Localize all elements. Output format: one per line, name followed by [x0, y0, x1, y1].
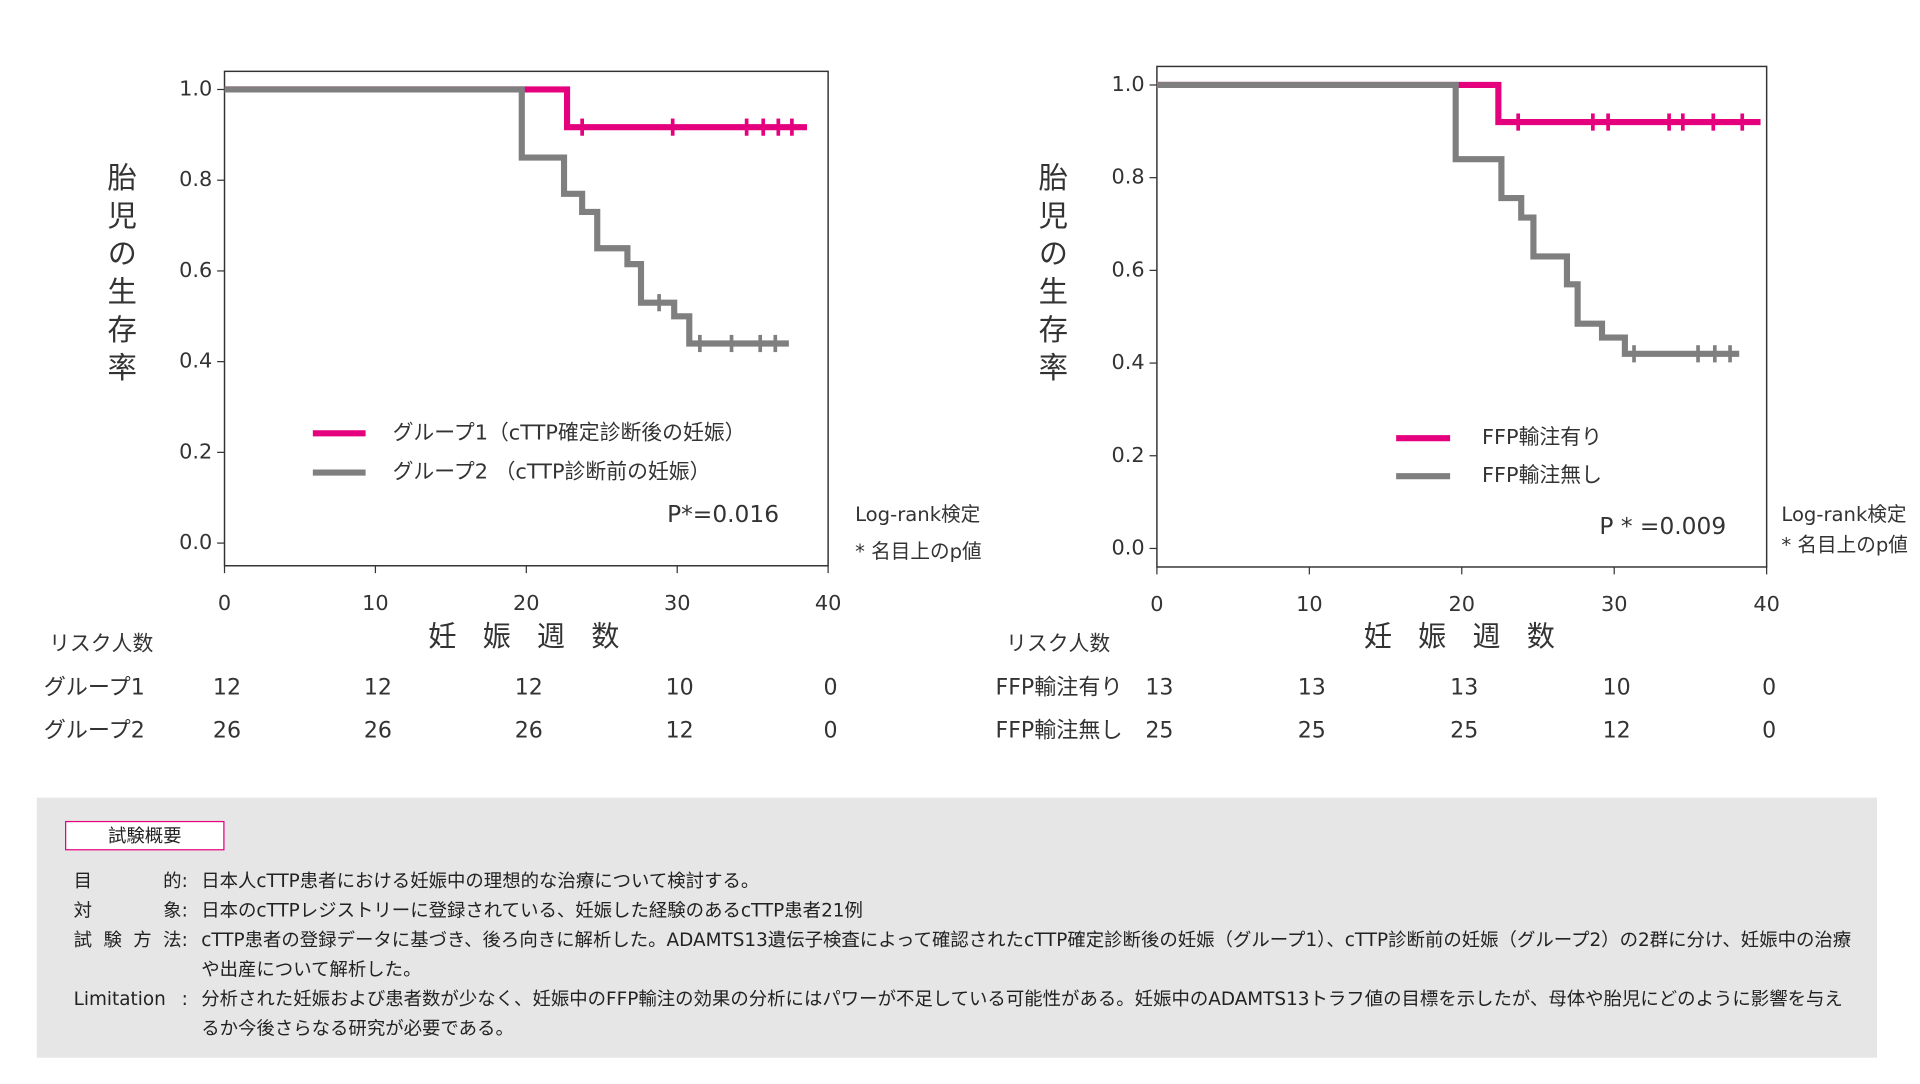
risk-count: 12 [515, 675, 543, 700]
y-tick-label: 0.4 [1111, 350, 1144, 374]
risk-count: 26 [364, 718, 392, 743]
risk-count: 12 [213, 675, 241, 700]
p-value: P*=0.016 [667, 501, 779, 528]
y-tick-label: 0.8 [179, 167, 212, 191]
survival-curve [1156, 81, 1740, 357]
risk-count: 13 [1298, 675, 1326, 700]
y-tick-label: 0.0 [1111, 535, 1144, 559]
x-tick-label: 20 [1449, 592, 1476, 616]
summary-text: 日本のcTTPレジストリーに登録されている、妊娠した経験のあるcTTP患者21例 [201, 899, 863, 922]
y-tick-label: 0.0 [179, 530, 212, 554]
risk-count: 12 [364, 675, 392, 700]
summary-text: 分析された妊娠および患者数が少なく、妊娠中のFFP輸注の効果の分析にはパワーが不… [201, 987, 1843, 1040]
annotation: * 名目上のp値 [855, 540, 982, 563]
plot-frame [223, 70, 829, 567]
summary-panel [36, 797, 1878, 1058]
y-tick-label: 0.6 [1111, 257, 1144, 281]
annotation: Log-rank検定 [1781, 503, 1906, 526]
risk-count: 0 [1762, 675, 1776, 700]
summary-label: 試験方法 [73, 928, 182, 951]
x-tick-label: 40 [1753, 592, 1780, 616]
risk-count: 25 [1145, 718, 1173, 743]
x-tick-label: 0 [218, 591, 231, 615]
summary: 試験概要 目的: 日本人cTTP患者における妊娠中の理想的な治療について検討する。… [37, 798, 1877, 1058]
y-tick-label: 0.6 [179, 258, 212, 282]
x-tick-label: 40 [815, 591, 842, 615]
y-axis-label: 胎児の生存率 [103, 162, 137, 390]
risk-row-name: グループ1 [44, 675, 145, 700]
y-tick-label: 0.8 [1111, 165, 1144, 189]
survival-curve [224, 86, 807, 131]
legend-label: FFP輸注無し [1482, 463, 1602, 487]
risk-row-name: FFP輸注無し [996, 718, 1123, 743]
risk-count: 12 [1603, 718, 1631, 743]
p-value: P * =0.009 [1599, 513, 1726, 540]
x-tick-label: 10 [362, 591, 389, 615]
summary-separator: : [181, 899, 188, 922]
risk-row-name: FFP輸注有り [996, 675, 1123, 700]
plot-frame [1156, 65, 1768, 568]
summary-title: 試験概要 [65, 820, 225, 851]
summary-text: 日本人cTTP患者における妊娠中の理想的な治療について検討する。 [201, 870, 760, 893]
x-axis-label: 妊 娠 週 数 [428, 620, 619, 653]
summary-container: 試験概要 目的: 日本人cTTP患者における妊娠中の理想的な治療について検討する。… [37, 798, 1877, 1058]
risk-count: 10 [666, 675, 694, 700]
summary-list: 目的: 日本人cTTP患者における妊娠中の理想的な治療について検討する。 対象: 日本… [74, 866, 1853, 1043]
risk-count: 26 [213, 718, 241, 743]
risk-row-name: グループ2 [44, 718, 145, 743]
y-tick-label: 0.4 [179, 349, 212, 373]
risk-count: 10 [1603, 675, 1631, 700]
x-tick-label: 20 [513, 591, 540, 615]
summary-separator: : [181, 870, 188, 893]
summary-label: 目的 [73, 870, 182, 893]
summary-separator: : [181, 928, 188, 951]
risk-count: 13 [1450, 675, 1478, 700]
summary-text: cTTP患者の登録データに基づき、後ろ向きに解析した。ADAMTS13遺伝子検査… [201, 928, 1852, 981]
risk-table-title: リスク人数 [49, 631, 153, 655]
risk-count: 0 [824, 718, 838, 743]
summary-label: Limitation [73, 987, 166, 1010]
risk-count: 12 [666, 718, 694, 743]
survival-curve [224, 86, 789, 347]
legend-label: FFP輸注有り [1482, 425, 1602, 449]
x-tick-label: 30 [664, 591, 691, 615]
summary-label: 対象 [73, 899, 182, 922]
risk-count: 0 [1762, 718, 1776, 743]
y-tick-label: 1.0 [179, 76, 212, 100]
y-tick-label: 0.2 [179, 439, 212, 463]
summary-separator: : [181, 987, 188, 1010]
annotation: * 名目上のp値 [1781, 534, 1908, 557]
x-tick-label: 10 [1296, 592, 1323, 616]
risk-count: 0 [824, 675, 838, 700]
y-axis-label: 胎児の生存率 [1034, 162, 1068, 390]
risk-count: 26 [515, 718, 543, 743]
y-tick-label: 1.0 [1111, 72, 1144, 96]
risk-count: 25 [1450, 718, 1478, 743]
x-tick-label: 30 [1601, 592, 1628, 616]
legend-label: グループ1（cTTP確定診断後の妊娠） [393, 420, 746, 444]
legend-label: グループ2 （cTTP診断前の妊娠） [393, 460, 711, 484]
x-tick-label: 0 [1150, 592, 1163, 616]
y-tick-label: 0.2 [1111, 443, 1144, 467]
annotation: Log-rank検定 [855, 503, 980, 526]
x-axis-label: 妊 娠 週 数 [1364, 620, 1555, 653]
risk-table-title: リスク人数 [1006, 631, 1110, 655]
risk-count: 25 [1298, 718, 1326, 743]
risk-count: 13 [1145, 675, 1173, 700]
